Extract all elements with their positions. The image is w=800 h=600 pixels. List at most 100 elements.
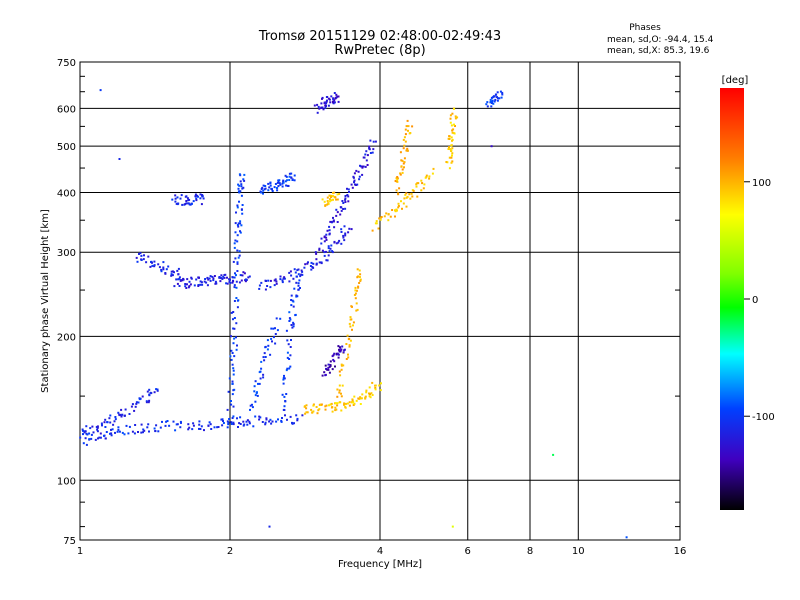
echo-point — [238, 173, 241, 176]
echo-point — [234, 222, 237, 225]
echo-point — [232, 367, 235, 370]
echo-point — [356, 308, 359, 311]
echo-point — [315, 406, 318, 408]
echo-point — [230, 311, 233, 314]
echo-point — [258, 382, 261, 385]
echo-point — [327, 254, 330, 257]
echo-point — [108, 417, 111, 420]
echo-point — [239, 416, 242, 419]
echo-point — [343, 403, 345, 406]
echo-point — [270, 327, 273, 330]
echo-point — [335, 214, 338, 217]
echo-point — [397, 202, 400, 205]
echo-point — [405, 205, 408, 208]
echo-point — [279, 278, 282, 281]
echo-point — [148, 430, 150, 433]
echo-point — [451, 525, 454, 528]
echo-point — [83, 431, 86, 434]
echo-point — [368, 148, 371, 151]
echo-point — [353, 402, 356, 405]
echo-point — [237, 183, 240, 186]
echo-point — [295, 281, 298, 284]
echo-point — [123, 433, 126, 436]
echo-point — [110, 432, 113, 435]
echo-point — [232, 280, 235, 283]
echo-point — [340, 348, 343, 351]
echo-point — [347, 200, 350, 203]
echo-point — [238, 254, 241, 257]
echo-point — [153, 391, 156, 394]
echo-point — [371, 151, 374, 154]
echo-point — [283, 395, 286, 398]
echo-point — [330, 406, 333, 409]
echo-point — [305, 407, 308, 410]
echo-point — [214, 282, 217, 285]
echo-point — [160, 270, 163, 273]
echo-point — [231, 281, 234, 284]
echo-point — [103, 421, 106, 424]
echo-point — [340, 392, 342, 395]
x-tick-label: 10 — [572, 546, 585, 557]
echo-point — [338, 239, 341, 242]
echo-point — [114, 418, 117, 421]
echo-point — [348, 404, 351, 407]
echo-point — [278, 179, 281, 182]
echo-point — [403, 166, 405, 169]
echo-point — [117, 411, 120, 414]
echo-point — [114, 431, 116, 434]
echo-point — [265, 418, 268, 421]
echo-point — [213, 426, 216, 429]
echo-point — [350, 183, 353, 186]
echo-point — [292, 305, 295, 308]
echo-point — [284, 174, 287, 177]
echo-point — [289, 415, 292, 418]
echo-point — [233, 317, 236, 319]
echo-point — [397, 193, 400, 196]
echo-point — [494, 98, 497, 101]
echo-point — [153, 265, 156, 268]
echo-point — [227, 390, 230, 393]
echo-point — [331, 250, 334, 253]
echo-point — [375, 222, 378, 225]
echo-point — [333, 360, 336, 363]
echo-point — [295, 414, 298, 417]
echo-point — [405, 149, 408, 152]
echo-point — [233, 276, 236, 279]
echo-point — [281, 185, 284, 188]
echo-point — [453, 107, 456, 110]
echo-point — [423, 183, 426, 186]
echo-point — [276, 181, 279, 184]
echo-point — [316, 111, 319, 114]
echo-point — [288, 271, 291, 274]
echo-point — [199, 428, 202, 430]
echo-point — [372, 148, 375, 151]
echo-point — [271, 190, 274, 192]
echo-point — [339, 349, 342, 352]
y-tick-label: 200 — [57, 332, 76, 343]
echo-point — [239, 190, 242, 193]
echo-point — [95, 426, 98, 428]
echo-point — [411, 195, 414, 198]
echo-point — [297, 284, 300, 287]
echo-point — [340, 231, 343, 233]
echo-point — [403, 144, 406, 147]
echo-point — [361, 393, 364, 396]
echo-point — [351, 328, 353, 331]
echo-point — [325, 100, 328, 103]
echo-point — [212, 279, 215, 282]
echo-point — [366, 164, 369, 166]
echo-point — [141, 395, 144, 398]
echo-point — [344, 232, 347, 235]
echo-point — [399, 173, 402, 176]
echo-point — [408, 132, 411, 135]
echo-point — [318, 403, 321, 406]
echo-point — [491, 99, 494, 102]
echo-point — [323, 251, 326, 254]
echo-point — [121, 431, 124, 434]
echo-point — [321, 249, 324, 252]
echo-point — [320, 107, 323, 109]
echo-point — [286, 179, 289, 182]
echo-point — [341, 345, 344, 348]
echo-point — [279, 317, 282, 320]
echo-point — [336, 388, 339, 391]
